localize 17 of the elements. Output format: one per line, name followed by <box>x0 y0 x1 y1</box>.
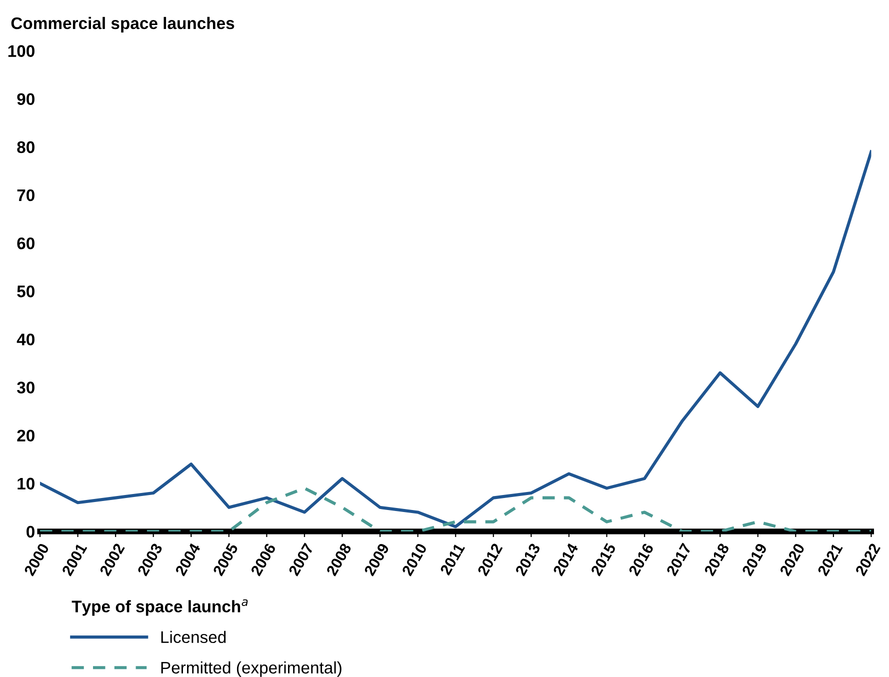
y-tick-label: 70 <box>17 189 34 202</box>
line-series <box>40 486 872 532</box>
y-tick-label: 10 <box>18 478 34 490</box>
y-tick-label: 30 <box>16 382 34 394</box>
y-tick-label: 0 <box>26 526 34 538</box>
legend-label: Permitted (experimental) <box>161 661 342 677</box>
y-tick-label: 80 <box>17 141 34 154</box>
y-axis-title: Commercial space launches <box>11 16 234 32</box>
line-series <box>40 150 872 528</box>
y-tick-label: 90 <box>17 93 34 106</box>
legend-title: Type of space launch$^{a}$ <box>72 599 248 616</box>
y-tick-label: 40 <box>16 334 34 346</box>
y-tick-label: 60 <box>17 237 34 250</box>
legend-label: Licensed <box>161 630 226 644</box>
y-tick-label: 50 <box>17 286 34 298</box>
y-tick-label: 100 <box>8 45 34 57</box>
y-tick-label: 20 <box>17 430 34 442</box>
